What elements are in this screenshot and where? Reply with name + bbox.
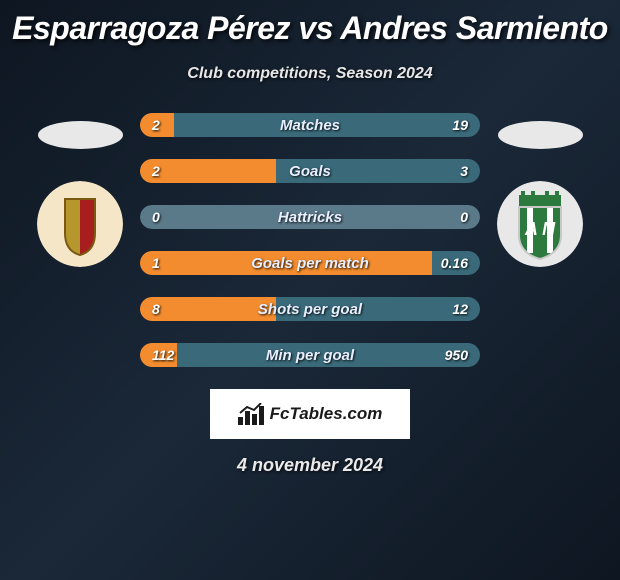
stat-row: 0Hattricks0: [140, 205, 480, 229]
stat-bars: 2Matches19 2Goals3 0Hattricks0 1Goals per m…: [140, 113, 480, 367]
player-right-silhouette: [498, 121, 583, 149]
stat-value-right: 0.16: [441, 255, 468, 271]
stat-row: 2Matches19: [140, 113, 480, 137]
stat-label: Goals per match: [140, 255, 480, 272]
stat-label: Goals: [140, 163, 480, 180]
stat-value-right: 950: [445, 347, 468, 363]
club-logo-right: A N: [497, 181, 583, 267]
stat-row: 2Goals3: [140, 159, 480, 183]
page-title: Esparragoza Pérez vs Andres Sarmiento: [0, 0, 620, 47]
stat-row: 8Shots per goal12: [140, 297, 480, 321]
player-left-silhouette: [38, 121, 123, 149]
stat-value-right: 0: [460, 209, 468, 225]
right-side: A N: [480, 113, 600, 267]
stat-label: Hattricks: [140, 209, 480, 226]
stat-row: 1Goals per match0.16: [140, 251, 480, 275]
chart-icon: [238, 403, 266, 425]
left-side: [20, 113, 140, 267]
footer-brand-text: FcTables.com: [270, 404, 383, 424]
stat-row: 112Min per goal950: [140, 343, 480, 367]
stat-value-right: 3: [460, 163, 468, 179]
stat-label: Min per goal: [140, 347, 480, 364]
svg-text:A N: A N: [524, 219, 556, 239]
stat-label: Shots per goal: [140, 301, 480, 318]
subtitle: Club competitions, Season 2024: [0, 65, 620, 83]
stat-label: Matches: [140, 117, 480, 134]
footer-brand-badge: FcTables.com: [210, 389, 410, 439]
club-logo-left: [37, 181, 123, 267]
stat-value-right: 19: [452, 117, 468, 133]
stat-value-right: 12: [452, 301, 468, 317]
date-text: 4 november 2024: [0, 455, 620, 476]
comparison-content: 2Matches19 2Goals3 0Hattricks0 1Goals per m…: [0, 113, 620, 367]
